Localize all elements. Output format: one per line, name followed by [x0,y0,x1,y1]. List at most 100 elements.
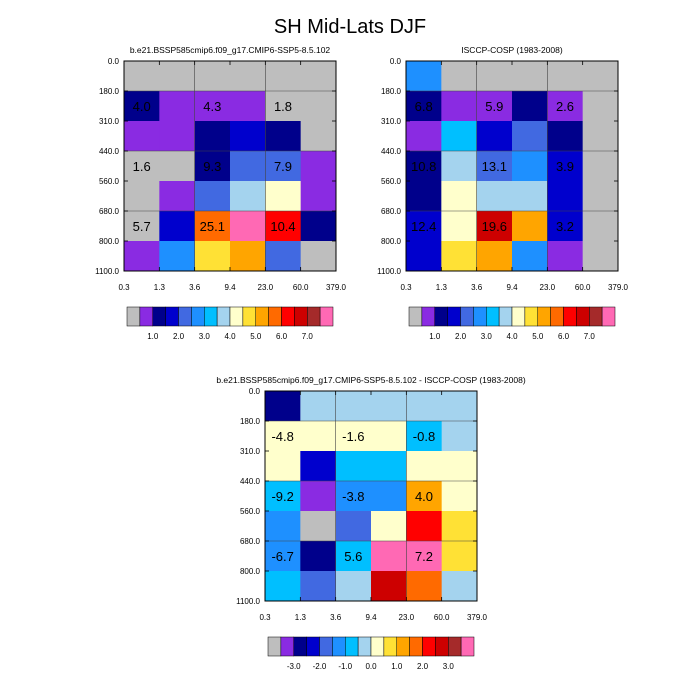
heatmap-cell [582,91,619,122]
x-tick-label: 0.3 [400,283,412,292]
cell-value-label: -3.8 [342,489,364,504]
colorbar-swatch [306,636,320,657]
cell-value-label: 19.6 [482,219,507,234]
heatmap-cell [300,481,337,512]
heatmap-cell [512,121,548,152]
colorbar-swatch [460,636,475,657]
x-tick-label: 60.0 [575,283,591,292]
x-tick-label: 23.0 [399,613,415,622]
heatmap-cell [124,211,160,242]
colorbar-swatch [345,636,359,657]
y-tick-label: 440.0 [381,147,402,156]
x-tick-label: 1.3 [295,613,307,622]
heatmap-cell [265,511,301,542]
heatmap-cell [371,541,407,572]
heatmap-cell [441,541,478,572]
cell-value-label: 10.8 [411,159,436,174]
colorbar: 1.0 2.0 3.0 4.0 5.0 6.0 7.0 [126,306,334,341]
heatmap-cell [265,121,302,152]
x-tick-label: 23.0 [540,283,556,292]
heatmap-cell [194,181,231,212]
heatmap-cell [230,241,266,272]
heatmap-cell [441,451,478,482]
heatmap-cell [406,481,443,512]
heatmap-cell [265,61,302,92]
colorbar-swatch [293,636,307,657]
heatmap-cell [441,511,478,542]
y-tick-label: 560.0 [240,507,261,516]
heatmap-cell [159,121,196,152]
cell-value-label: 5.9 [485,99,503,114]
heatmap-cell [124,151,160,182]
colorbar-swatch [550,306,564,327]
cell-value-label: 5.6 [344,549,362,564]
cell-value-label: 1.8 [274,99,292,114]
heatmap-cell [265,421,301,452]
colorbar-swatch [435,636,449,657]
y-tick-label: 800.0 [240,567,261,576]
heatmap-cell [441,391,478,422]
heatmap-cell [230,181,266,212]
colorbar-swatch [409,636,423,657]
heatmap-cell [406,241,442,272]
colorbar: 1.0 2.0 3.0 4.0 5.0 6.0 7.0 [408,306,616,341]
colorbar-swatch [280,636,294,657]
heatmap-cell [265,481,301,512]
heatmap-cell [194,151,231,182]
heatmap-cell [300,451,337,482]
heatmap-cell [441,151,478,182]
colorbar-swatch [408,306,423,327]
heatmap-cell [335,451,372,482]
heatmap-cell [406,211,442,242]
heatmap-cell [300,121,337,152]
y-tick-label: 560.0 [381,177,402,186]
x-tick-label: 9.4 [365,613,377,622]
colorbar-label: 2.0 [455,332,467,341]
heatmap-cell [441,91,478,122]
x-tick-label: 60.0 [293,283,309,292]
x-tick-label: 3.6 [189,283,201,292]
colorbar-swatch [486,306,500,327]
heatmap-cell [547,121,584,152]
colorbar-label: 3.0 [199,332,211,341]
colorbar-swatch [601,306,616,327]
cell-value-label: 6.8 [415,99,433,114]
colorbar-swatch [524,306,538,327]
heatmap-cell [476,151,513,182]
x-tick-label: 0.3 [259,613,271,622]
heatmap-cell [476,121,513,152]
heatmap-cell [512,211,548,242]
heatmap-cell [547,91,584,122]
heatmap-cell [159,61,196,92]
colorbar-swatch [268,306,282,327]
y-tick-label: 310.0 [99,117,120,126]
colorbar-swatch [422,636,436,657]
colorbar-swatch [589,306,603,327]
heatmap-cell [124,121,160,152]
colorbar-swatch [319,306,334,327]
heatmap-cell [441,571,478,602]
heatmap-cell [371,391,407,422]
heatmap-cell [371,571,407,602]
heatmap-cell [512,91,548,122]
heatmap-cell [582,61,619,92]
cell-value-label: -0.8 [413,429,435,444]
y-tick-label: 180.0 [381,87,402,96]
heatmap-cell [582,151,619,182]
heatmap-cell [335,481,372,512]
colorbar-swatch [178,306,192,327]
x-tick-label: 9.4 [506,283,518,292]
colorbar-swatch [357,636,372,657]
heatmap-cell [265,181,302,212]
colorbar-swatch [255,306,269,327]
panels-group: b.e21.BSSP585cmip6.f09_g17.CMIP6-SSP5-8.… [95,45,628,671]
heatmap-cell [300,511,337,542]
heatmap-cell [371,451,407,482]
heatmap-cell [300,61,337,92]
heatmap-cell [406,511,443,542]
heatmap-cell [406,541,443,572]
y-tick-label: 310.0 [240,447,261,456]
heatmap-cell [335,421,372,452]
cell-value-label: -6.7 [271,549,293,564]
heatmap-cell [512,151,548,182]
